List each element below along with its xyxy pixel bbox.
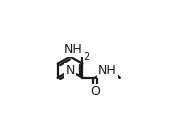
Text: O: O — [90, 85, 100, 98]
Text: 2: 2 — [83, 52, 89, 62]
Text: NH: NH — [98, 64, 117, 77]
Text: NH: NH — [64, 43, 82, 56]
Text: N: N — [65, 64, 75, 77]
